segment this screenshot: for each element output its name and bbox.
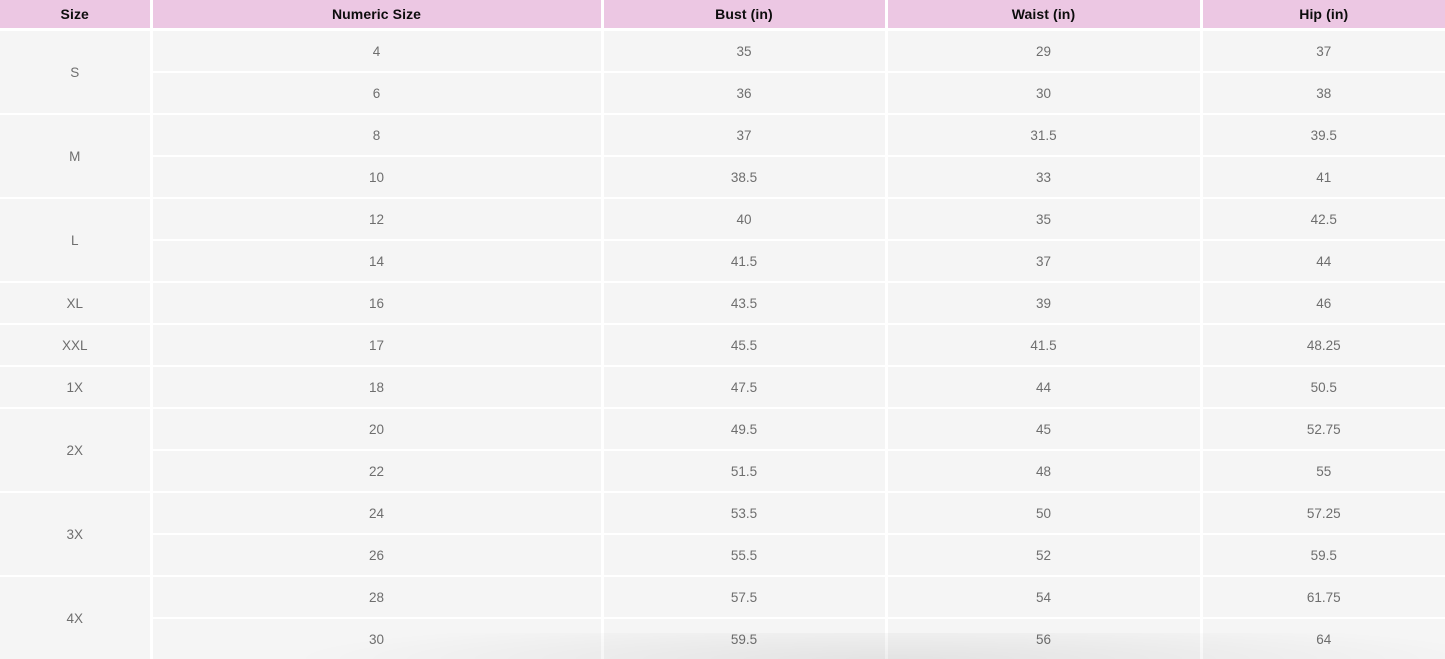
bust-cell: 40 <box>602 197 888 240</box>
bust-cell: 45.5 <box>602 323 888 366</box>
table-row: 22 51.5 48 55 <box>0 449 1445 492</box>
waist-cell: 54 <box>886 575 1203 618</box>
table-row: 14 41.5 37 44 <box>0 239 1445 282</box>
hip-cell: 48.25 <box>1201 323 1445 366</box>
size-group-label: S <box>0 28 153 114</box>
waist-cell: 39 <box>886 281 1203 324</box>
hip-cell: 37 <box>1201 28 1445 72</box>
numeric-size-cell: 14 <box>151 239 604 282</box>
column-header-size: Size <box>0 0 153 31</box>
bust-cell: 35 <box>602 28 888 72</box>
size-chart-header: Size Numeric Size Bust (in) Waist (in) H… <box>0 0 1445 31</box>
waist-cell: 45 <box>886 407 1203 450</box>
bust-cell: 49.5 <box>602 407 888 450</box>
size-group-label: 4X <box>0 575 153 659</box>
bust-cell: 51.5 <box>602 449 888 492</box>
waist-cell: 41.5 <box>886 323 1203 366</box>
numeric-size-cell: 16 <box>151 281 604 324</box>
numeric-size-cell: 24 <box>151 491 604 534</box>
bust-cell: 55.5 <box>602 533 888 576</box>
hip-cell: 38 <box>1201 71 1445 114</box>
waist-cell: 30 <box>886 71 1203 114</box>
bust-cell: 43.5 <box>602 281 888 324</box>
bust-cell: 36 <box>602 71 888 114</box>
waist-cell: 37 <box>886 239 1203 282</box>
bust-cell: 47.5 <box>602 365 888 408</box>
waist-cell: 31.5 <box>886 113 1203 156</box>
table-row: 10 38.5 33 41 <box>0 155 1445 198</box>
waist-cell: 35 <box>886 197 1203 240</box>
size-group-label: XXL <box>0 323 153 366</box>
table-row: M 8 37 31.5 39.5 <box>0 113 1445 198</box>
bust-cell: 59.5 <box>602 617 888 659</box>
hip-cell: 64 <box>1201 617 1445 659</box>
column-header-bust: Bust (in) <box>602 0 888 31</box>
bust-cell: 38.5 <box>602 155 888 198</box>
table-row: 6 36 30 38 <box>0 71 1445 114</box>
numeric-size-cell: 8 <box>151 113 604 156</box>
column-header-waist: Waist (in) <box>886 0 1203 31</box>
numeric-size-cell: 30 <box>151 617 604 659</box>
table-row: 26 55.5 52 59.5 <box>0 533 1445 576</box>
bust-cell: 53.5 <box>602 491 888 534</box>
numeric-size-cell: 17 <box>151 323 604 366</box>
numeric-size-cell: 22 <box>151 449 604 492</box>
waist-cell: 33 <box>886 155 1203 198</box>
hip-cell: 39.5 <box>1201 113 1445 156</box>
numeric-size-cell: 18 <box>151 365 604 408</box>
hip-cell: 57.25 <box>1201 491 1445 534</box>
numeric-size-cell: 28 <box>151 575 604 618</box>
table-row: 1X 18 47.5 44 50.5 <box>0 365 1445 408</box>
size-group-label: M <box>0 113 153 198</box>
column-header-numeric-size: Numeric Size <box>151 0 604 31</box>
table-row: 2X 20 49.5 45 52.75 <box>0 407 1445 492</box>
column-header-hip: Hip (in) <box>1201 0 1445 31</box>
hip-cell: 46 <box>1201 281 1445 324</box>
size-group-label: 1X <box>0 365 153 408</box>
hip-cell: 55 <box>1201 449 1445 492</box>
table-row: 4X 28 57.5 54 61.75 <box>0 575 1445 659</box>
hip-cell: 41 <box>1201 155 1445 198</box>
numeric-size-cell: 12 <box>151 197 604 240</box>
waist-cell: 48 <box>886 449 1203 492</box>
waist-cell: 56 <box>886 617 1203 659</box>
size-group-label: XL <box>0 281 153 324</box>
size-group-label: L <box>0 197 153 282</box>
bust-cell: 37 <box>602 113 888 156</box>
numeric-size-cell: 10 <box>151 155 604 198</box>
numeric-size-cell: 26 <box>151 533 604 576</box>
waist-cell: 52 <box>886 533 1203 576</box>
numeric-size-cell: 4 <box>151 28 604 72</box>
table-row: XL 16 43.5 39 46 <box>0 281 1445 324</box>
hip-cell: 59.5 <box>1201 533 1445 576</box>
size-chart-body: S 4 35 29 37 6 36 30 38 M 8 37 31.5 39.5… <box>0 28 1445 659</box>
size-group-label: 2X <box>0 407 153 492</box>
waist-cell: 50 <box>886 491 1203 534</box>
waist-cell: 44 <box>886 365 1203 408</box>
hip-cell: 52.75 <box>1201 407 1445 450</box>
numeric-size-cell: 20 <box>151 407 604 450</box>
table-row: 3X 24 53.5 50 57.25 <box>0 491 1445 576</box>
hip-cell: 44 <box>1201 239 1445 282</box>
bust-cell: 41.5 <box>602 239 888 282</box>
table-row: XXL 17 45.5 41.5 48.25 <box>0 323 1445 366</box>
table-row: 30 59.5 56 64 <box>0 617 1445 659</box>
bust-cell: 57.5 <box>602 575 888 618</box>
hip-cell: 50.5 <box>1201 365 1445 408</box>
header-row: Size Numeric Size Bust (in) Waist (in) H… <box>0 0 1445 31</box>
waist-cell: 29 <box>886 28 1203 72</box>
size-group-label: 3X <box>0 491 153 576</box>
numeric-size-cell: 6 <box>151 71 604 114</box>
hip-cell: 42.5 <box>1201 197 1445 240</box>
table-row: L 12 40 35 42.5 <box>0 197 1445 282</box>
table-row: S 4 35 29 37 <box>0 28 1445 114</box>
hip-cell: 61.75 <box>1201 575 1445 618</box>
